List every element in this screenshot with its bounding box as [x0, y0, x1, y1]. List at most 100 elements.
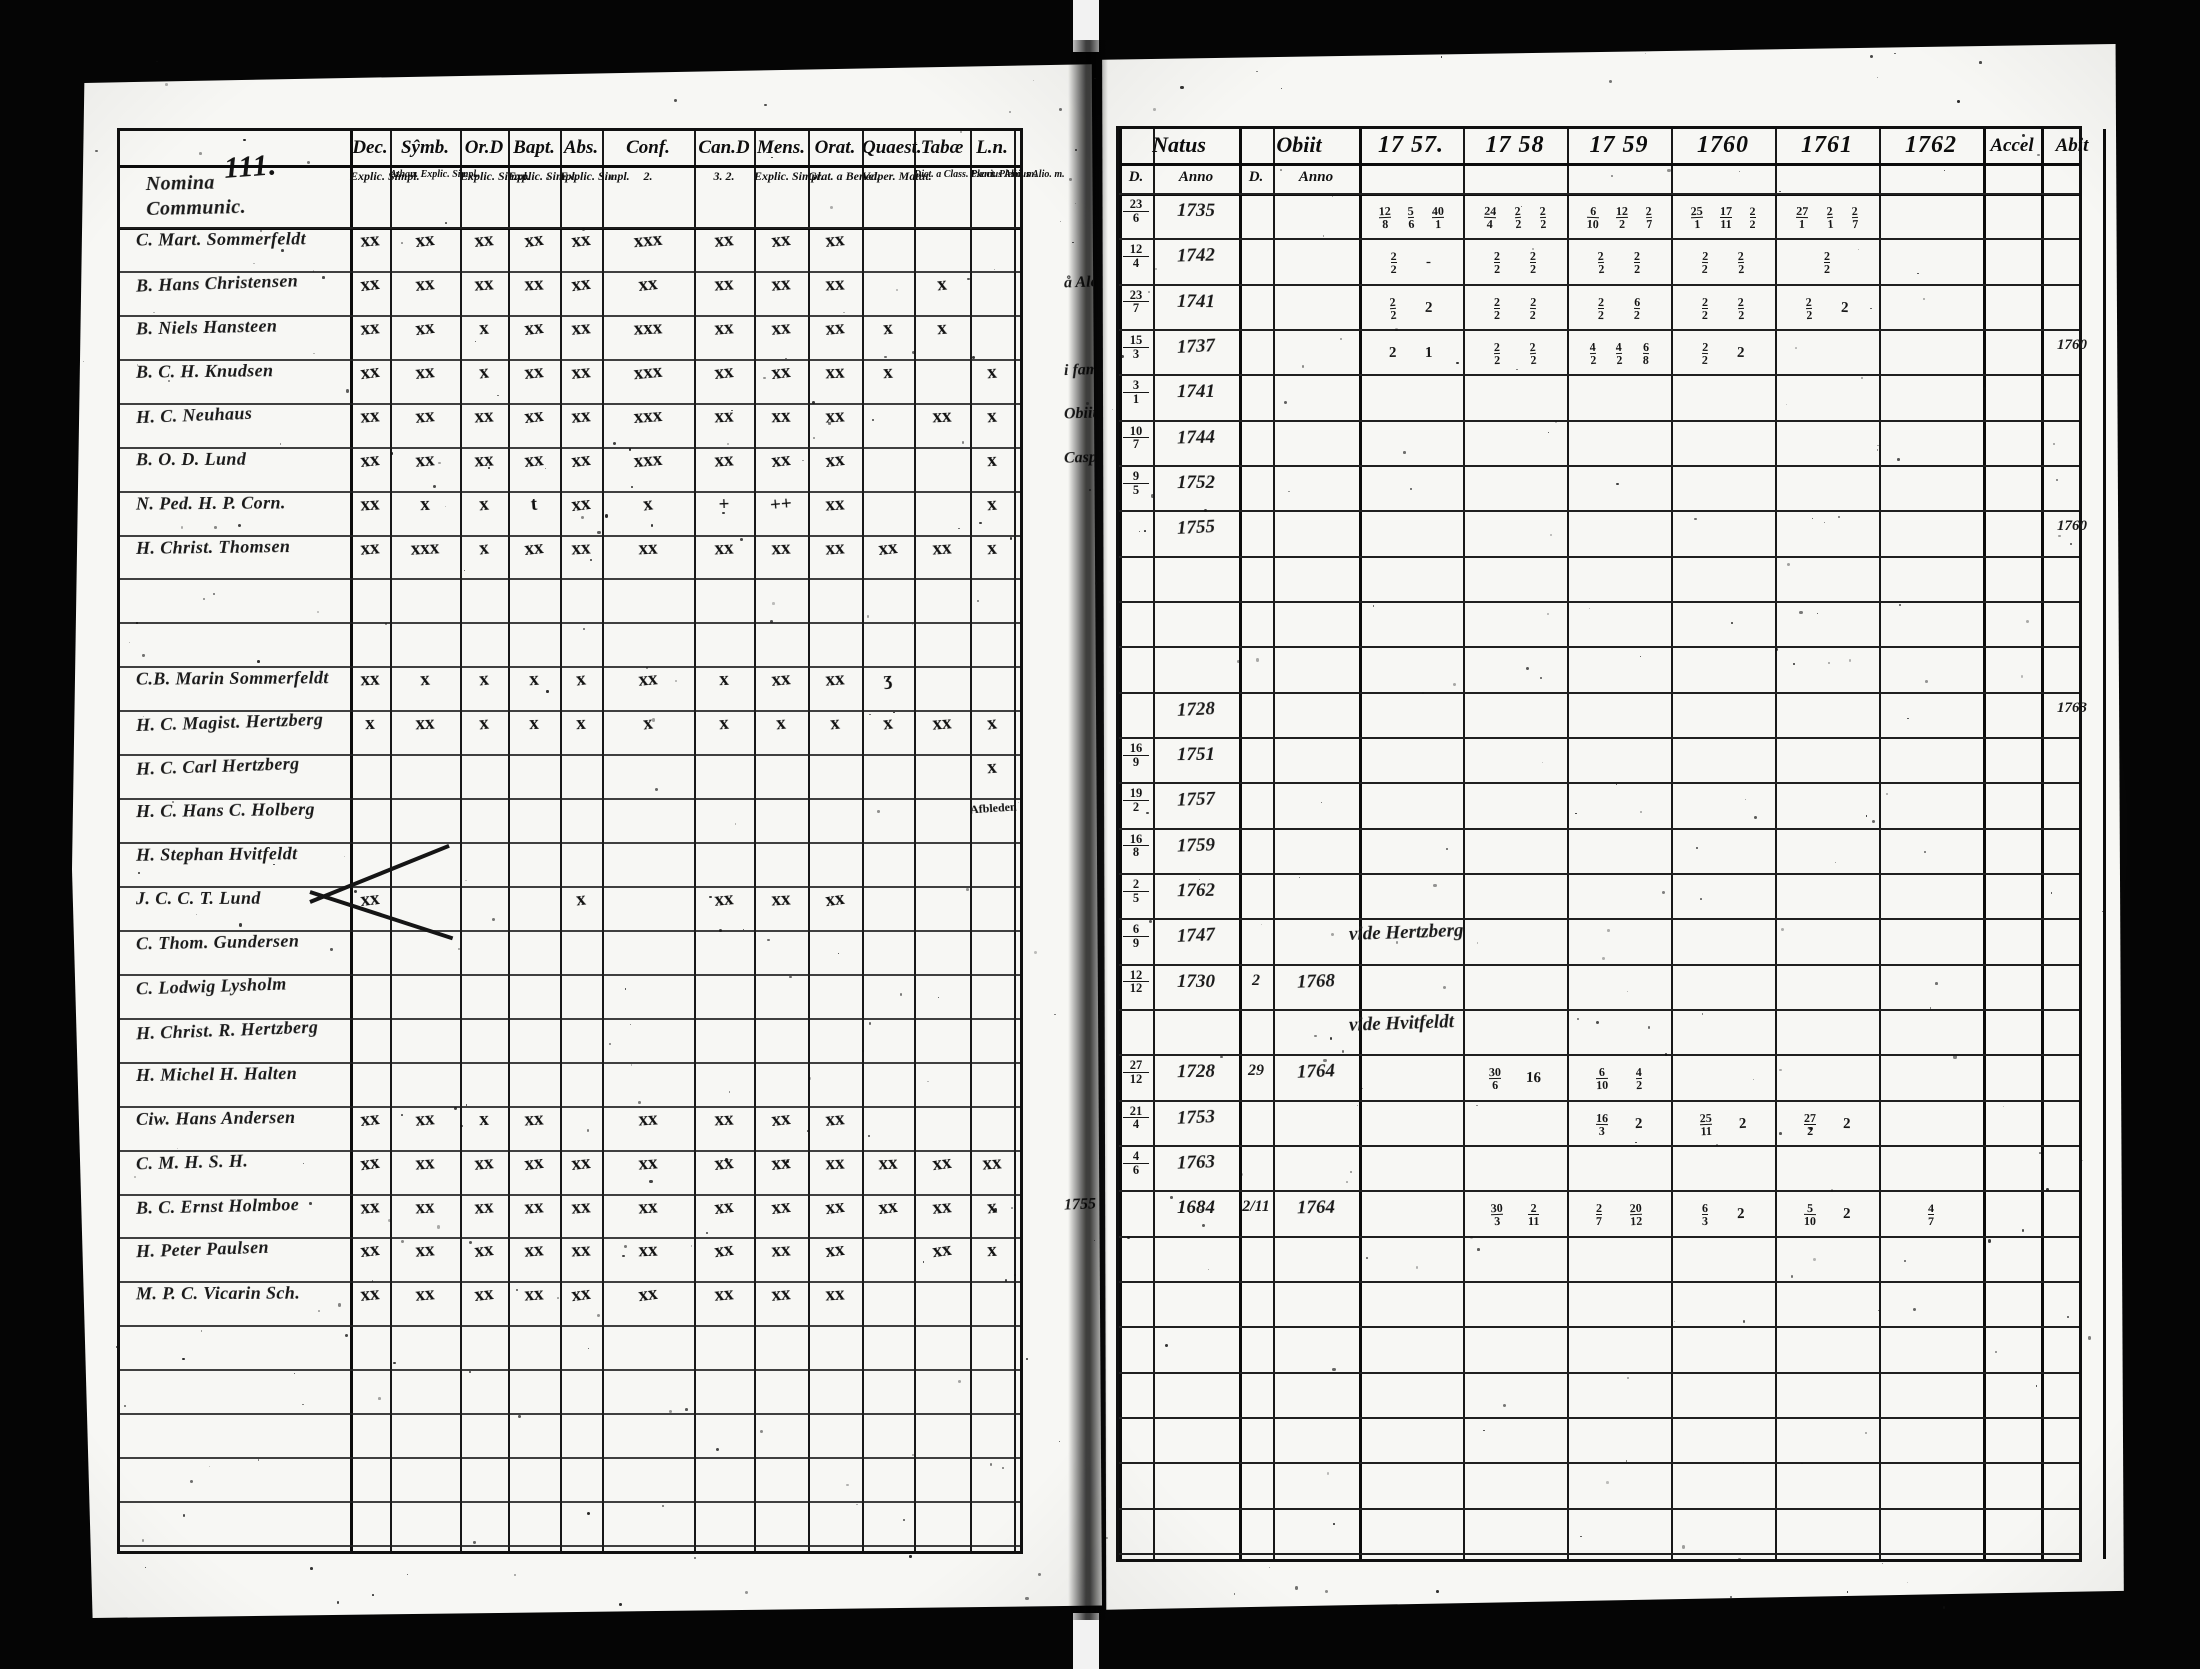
year-value: 2: [1634, 1117, 1642, 1132]
year-value: 40 1: [1431, 205, 1444, 230]
scan-fleck: [372, 1594, 374, 1596]
scan-fleck: [1589, 608, 1590, 609]
natus-day: 12 12: [1123, 969, 1149, 995]
entry-mark: xx: [507, 447, 561, 474]
rp-row-rule-25: [1119, 1326, 2079, 1328]
natus-day: 16 9: [1123, 742, 1149, 768]
entry-mark: xx: [349, 316, 391, 341]
scan-fleck: [1754, 816, 1757, 819]
scan-fleck: [1540, 677, 1542, 679]
year-cell: 30 3 2 11: [1465, 1194, 1565, 1235]
entry-mark: xx: [807, 536, 862, 562]
entry-mark: xx: [913, 1194, 971, 1221]
rp-row-rule-13: [1119, 782, 2079, 784]
year-value: 5 10: [1804, 1202, 1816, 1227]
scan-fleck: [1872, 820, 1875, 823]
entry-mark: xx: [753, 316, 809, 343]
entry-mark: xx: [913, 711, 970, 737]
natus-anno: 1752: [1153, 472, 1239, 494]
entry-mark: xx: [559, 491, 603, 518]
scan-fleck: [1342, 1050, 1345, 1053]
scan-fleck: [630, 1024, 631, 1025]
scan-fleck: [1151, 494, 1154, 497]
scan-fleck: [1340, 338, 1341, 339]
scan-fleck: [156, 61, 157, 62]
row-rule-27: [120, 1413, 1020, 1415]
scan-fleck: [1446, 848, 1448, 850]
entry-mark: xxx: [601, 358, 695, 388]
year-value: 68: [1642, 341, 1649, 366]
scan-fleck: [914, 1318, 916, 1320]
scan-fleck: [134, 1176, 136, 1178]
year-header-2: 17 59: [1567, 133, 1671, 157]
scan-fleck: [967, 278, 969, 280]
entry-name: N. Ped. H. P. Corn.: [136, 492, 286, 514]
entry-mark: xx: [459, 272, 508, 297]
scan-fleck: [1240, 1173, 1243, 1176]
scan-fleck: [1202, 1224, 1205, 1227]
column-divider-3: [508, 131, 510, 1551]
entry-mark: xx: [807, 885, 863, 914]
scan-fleck: [1295, 1586, 1298, 1589]
column-divider-0: [350, 131, 353, 1551]
rp-row-rule-8: [1119, 556, 2079, 558]
rp-column-divider-8: [1775, 129, 1777, 1559]
entry-mark: xx: [459, 448, 508, 473]
entry-mark: x: [807, 711, 863, 738]
entry-mark: xx: [559, 360, 603, 386]
year-value: 2: [1389, 346, 1397, 361]
scan-fleck: [655, 788, 658, 791]
abit-value: 1760: [2041, 518, 2103, 535]
entry-mark: t: [507, 492, 561, 518]
year-cell: 2222: [1465, 242, 1565, 283]
scan-fleck: [1988, 1239, 1991, 1242]
clamp-mark-bottom: [1073, 1613, 1099, 1669]
year-value: 22: [1702, 296, 1708, 321]
scan-fleck: [1635, 1142, 1636, 1143]
scan-fleck: [518, 1415, 521, 1418]
scan-fleck: [685, 1408, 688, 1411]
rp-column-divider-10: [1983, 129, 1986, 1559]
column-header-3: Bapt.: [508, 138, 560, 157]
scan-fleck: [1682, 1545, 1685, 1548]
entry-mark: xx: [807, 404, 862, 429]
natus-day: 10 7: [1123, 425, 1149, 451]
scan-fleck: [812, 401, 815, 404]
year-cell: 22: [1777, 242, 1877, 283]
page-left: 111. Dec. Explic. Simpl. Sŷmb. Athan. Expli…: [72, 58, 1102, 1618]
entry-mark: xx: [602, 1239, 695, 1265]
entry-mark: xx: [459, 1195, 508, 1220]
natus-anno: 1741: [1153, 290, 1239, 313]
scan-fleck: [1877, 449, 1878, 450]
entry-mark: xx: [754, 405, 809, 429]
scan-fleck: [862, 1050, 864, 1052]
entry-mark: xx: [390, 712, 461, 737]
entry-mark: x: [969, 360, 1015, 385]
entry-mark: xx: [389, 1195, 460, 1221]
entry-mark: xx: [861, 535, 915, 562]
scan-fleck: [1333, 1523, 1335, 1525]
entry-name: M. P. C. Vicarin Sch.: [136, 1283, 300, 1305]
entry-mark: xx: [693, 359, 755, 387]
entry-mark: xx: [349, 404, 390, 429]
entry-mark: Afbleden: [970, 800, 1015, 818]
entry-name: C.B. Marin Sommerfeldt: [136, 668, 329, 690]
scan-fleck: [322, 276, 325, 279]
scan-fleck: [214, 526, 217, 529]
year-header-0: 17 57.: [1359, 133, 1463, 157]
entry-mark: xx: [693, 316, 754, 342]
entry-mark: x: [694, 668, 755, 693]
column-subheader-0: Explic. Simpl.: [350, 170, 390, 182]
year-value: 22: [1702, 250, 1709, 275]
abit-value: 1763: [2041, 700, 2103, 717]
rp-row-rule-10: [1119, 646, 2079, 648]
year-value: 6 10: [1586, 205, 1599, 230]
entry-mark: xx: [559, 1195, 602, 1220]
entry-mark: xx: [693, 1193, 755, 1222]
entry-mark: xx: [807, 228, 863, 255]
scan-fleck: [1026, 1358, 1028, 1360]
scan-fleck: [182, 1358, 185, 1361]
obiit-anno: 1768: [1273, 969, 1360, 994]
entry-mark: xx: [507, 1283, 560, 1308]
rp-row-rule-26: [1119, 1372, 2079, 1374]
